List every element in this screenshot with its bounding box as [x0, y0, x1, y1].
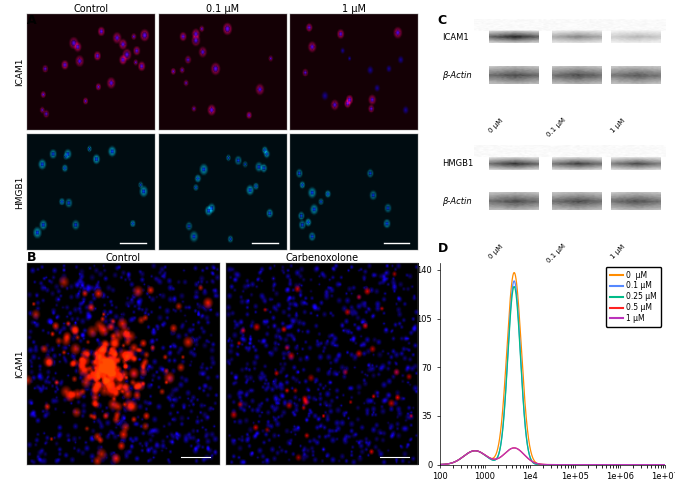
0.1 μM	[661, 462, 669, 468]
Text: 0 μM: 0 μM	[488, 117, 504, 134]
1 μM	[632, 462, 641, 468]
0.25 μM	[436, 462, 444, 468]
0  μM	[462, 452, 470, 458]
1 μM	[522, 454, 531, 459]
0.1 μM	[522, 433, 531, 438]
0.5 μM	[510, 445, 518, 451]
Line: 0  μM: 0 μM	[440, 273, 665, 465]
0  μM	[475, 449, 483, 455]
0.1 μM	[632, 462, 641, 468]
0.25 μM	[522, 433, 531, 439]
Title: Control: Control	[74, 4, 109, 14]
Text: C: C	[437, 14, 447, 27]
0  μM	[632, 462, 641, 468]
0.1 μM	[510, 278, 518, 284]
Line: 0.25 μM: 0.25 μM	[440, 286, 665, 465]
0.5 μM	[436, 462, 444, 468]
1 μM	[532, 460, 540, 466]
0.25 μM	[661, 462, 669, 468]
Title: 1 μM: 1 μM	[342, 4, 367, 14]
1 μM	[661, 462, 669, 468]
Line: 0.1 μM: 0.1 μM	[440, 281, 665, 465]
0.5 μM	[632, 462, 641, 468]
Text: 0.1 μM: 0.1 μM	[546, 117, 567, 138]
0.1 μM	[657, 462, 665, 468]
Text: 0.1 μM: 0.1 μM	[546, 243, 567, 264]
Title: Carbenoxolone: Carbenoxolone	[286, 253, 358, 263]
0  μM	[532, 460, 540, 466]
Y-axis label: Count: Count	[401, 349, 411, 378]
Text: 1 μM: 1 μM	[610, 243, 626, 260]
0.25 μM	[657, 462, 665, 468]
Text: D: D	[437, 242, 448, 255]
0.1 μM	[532, 461, 540, 467]
Text: 1 μM: 1 μM	[610, 117, 626, 134]
0  μM	[661, 462, 669, 468]
0.5 μM	[475, 449, 483, 455]
0.5 μM	[661, 462, 669, 468]
0.1 μM	[462, 452, 470, 458]
Y-axis label: HMGB1: HMGB1	[16, 175, 24, 209]
0.5 μM	[462, 452, 470, 458]
0.25 μM	[532, 461, 540, 467]
0.1 μM	[475, 449, 483, 455]
0  μM	[510, 270, 518, 275]
Text: B: B	[27, 251, 36, 264]
1 μM	[475, 449, 483, 455]
0  μM	[657, 462, 665, 468]
0.5 μM	[532, 460, 540, 466]
Text: β-Actin: β-Actin	[442, 197, 472, 206]
1 μM	[657, 462, 665, 468]
Text: A: A	[27, 14, 36, 27]
Title: Control: Control	[106, 253, 141, 263]
Line: 0.5 μM: 0.5 μM	[440, 448, 665, 465]
0.1 μM	[436, 462, 444, 468]
Text: 0 μM: 0 μM	[488, 243, 504, 260]
0.25 μM	[632, 462, 641, 468]
Y-axis label: ICAM1: ICAM1	[16, 350, 24, 378]
Title: 0.1 μM: 0.1 μM	[206, 4, 239, 14]
0.5 μM	[657, 462, 665, 468]
0.25 μM	[510, 284, 518, 289]
0.25 μM	[462, 452, 470, 458]
Line: 1 μM: 1 μM	[440, 448, 665, 465]
Text: HMGB1: HMGB1	[442, 159, 473, 168]
0  μM	[522, 415, 531, 421]
0.25 μM	[475, 449, 483, 455]
Y-axis label: ICAM1: ICAM1	[16, 58, 24, 86]
0  μM	[436, 462, 444, 468]
Legend: 0  μM, 0.1 μM, 0.25 μM, 0.5 μM, 1 μM: 0 μM, 0.1 μM, 0.25 μM, 0.5 μM, 1 μM	[606, 267, 661, 327]
1 μM	[510, 445, 518, 451]
0.5 μM	[522, 454, 531, 459]
Text: β-Actin: β-Actin	[442, 71, 472, 80]
Text: ICAM1: ICAM1	[442, 33, 469, 42]
1 μM	[436, 462, 444, 468]
1 μM	[462, 452, 470, 458]
